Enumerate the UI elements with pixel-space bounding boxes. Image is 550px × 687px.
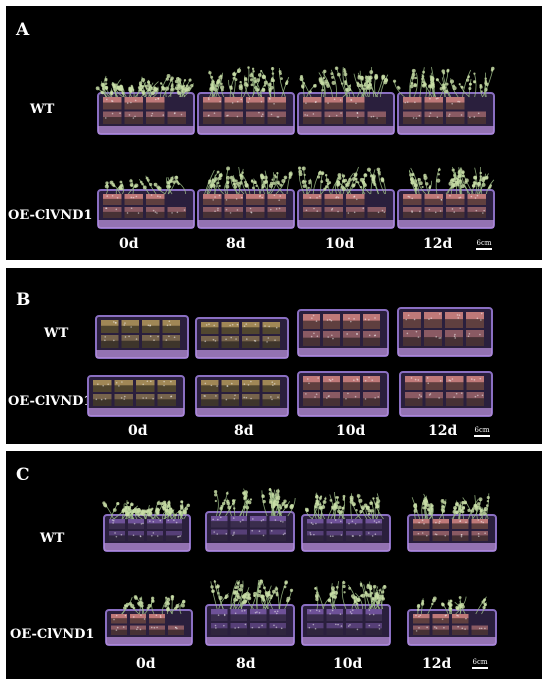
day-label: 8d	[226, 236, 246, 252]
tray-photo	[297, 371, 389, 417]
scale-bar: 6cm	[474, 426, 490, 437]
tray-photo	[392, 66, 495, 135]
day-label: 12d	[423, 236, 453, 252]
tray-photo	[105, 594, 193, 646]
day-label: 8d	[236, 656, 256, 672]
tray-photo	[95, 315, 189, 359]
tray-photo	[197, 66, 295, 135]
tray-photo	[95, 74, 195, 135]
tray-photo	[399, 371, 493, 417]
tray-photo	[297, 309, 389, 357]
tray-photo	[205, 487, 296, 552]
tray-photo	[297, 166, 395, 229]
panel-letter: A	[16, 20, 30, 40]
tray-photo	[297, 66, 395, 135]
day-label: 10d	[325, 236, 355, 252]
tray-photo	[301, 491, 391, 552]
tray-photo	[197, 166, 295, 229]
panel-c: C WT OE-ClVND1 0d 8d 10d 12d 6cm	[6, 451, 542, 679]
tray-photo	[397, 166, 495, 229]
panel-a: A WT OE-ClVND1 0d 8d 10d 12d 6cm	[6, 6, 542, 260]
row-label-oe: OE-ClVND1	[10, 627, 95, 642]
tray-photo	[102, 500, 191, 552]
row-label-wt: WT	[30, 102, 55, 117]
row-label-wt: WT	[44, 326, 69, 341]
row-label-oe: OE-ClVND1	[8, 208, 93, 223]
tray-photo	[407, 596, 497, 646]
day-label: 10d	[336, 423, 366, 439]
day-label: 0d	[119, 236, 139, 252]
tray-photo	[195, 375, 289, 417]
row-label-wt: WT	[40, 531, 65, 546]
day-label: 0d	[136, 656, 156, 672]
tray-photo	[407, 493, 497, 552]
tray-photo	[195, 317, 289, 359]
day-label: 8d	[234, 423, 254, 439]
tray-photo	[87, 375, 185, 417]
tray-photo	[397, 307, 493, 357]
panel-letter: B	[16, 290, 31, 310]
tray-photo	[97, 175, 195, 229]
tray-photo	[205, 579, 295, 646]
row-label-oe: OE-ClVND1	[8, 394, 93, 409]
tray-photo	[301, 580, 391, 646]
day-label: 0d	[128, 423, 148, 439]
day-label: 12d	[428, 423, 458, 439]
panel-b: B WT OE-ClVND1 0d 8d 10d 12d 6cm	[6, 268, 542, 444]
scale-bar: 6cm	[472, 658, 488, 669]
day-label: 10d	[333, 656, 363, 672]
panel-letter: C	[16, 465, 30, 485]
day-label: 12d	[422, 656, 452, 672]
scale-bar: 6cm	[476, 239, 492, 250]
